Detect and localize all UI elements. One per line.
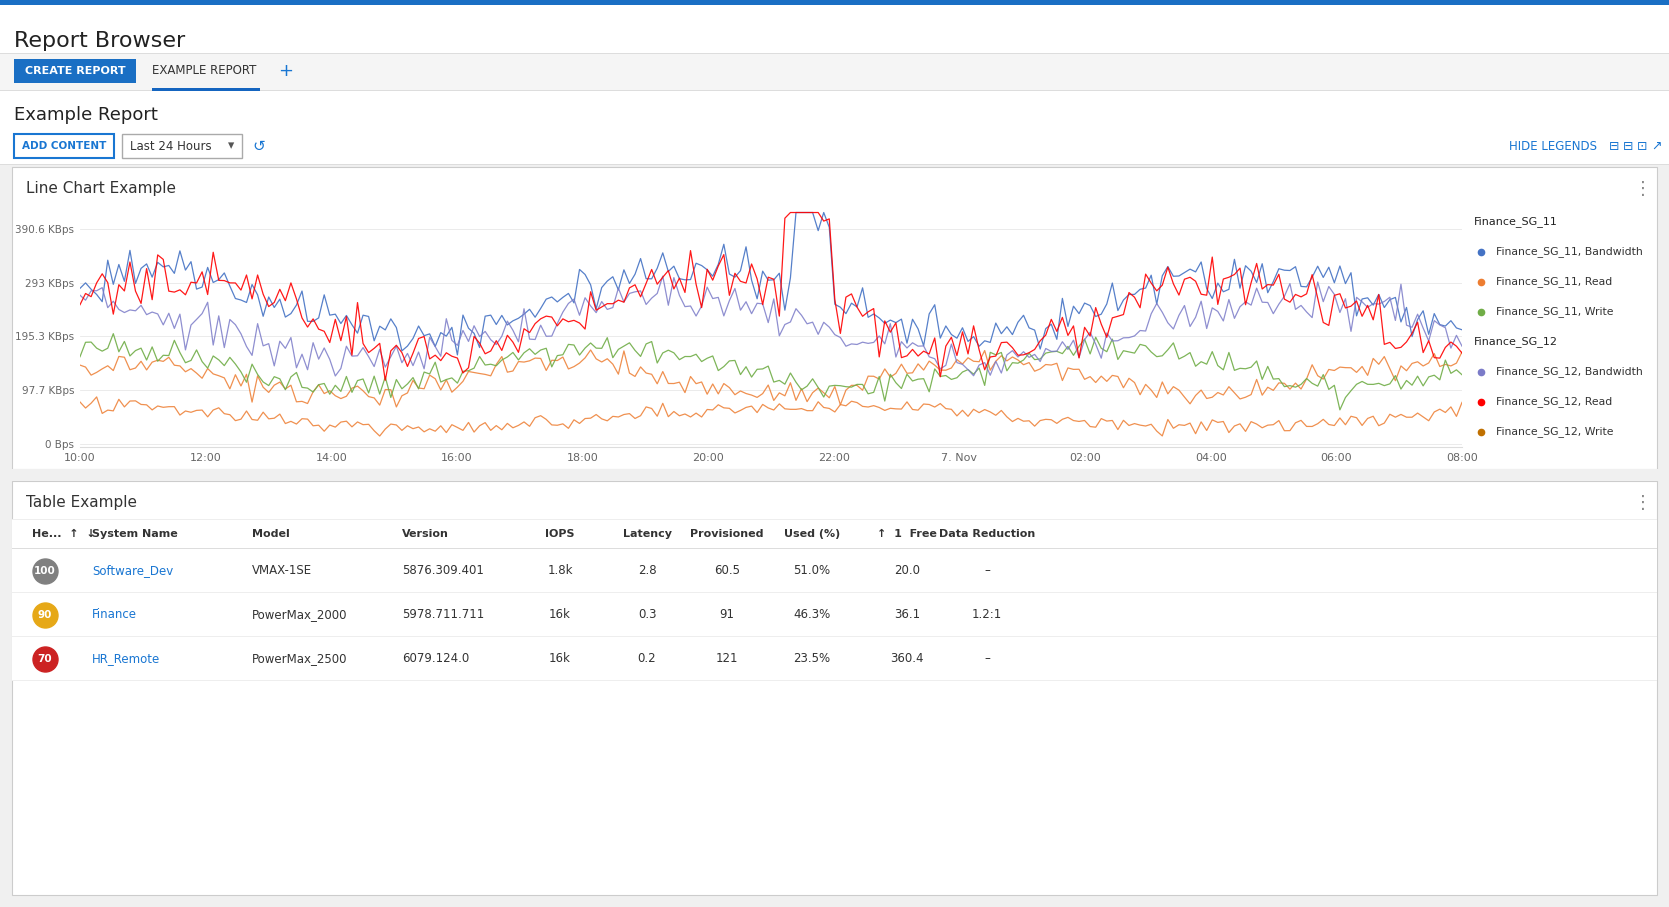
Text: Provisioned: Provisioned — [691, 529, 764, 539]
Text: PowerMax_2500: PowerMax_2500 — [252, 652, 347, 666]
Text: 90: 90 — [38, 610, 52, 620]
FancyBboxPatch shape — [12, 636, 1657, 637]
FancyBboxPatch shape — [12, 637, 1657, 681]
FancyBboxPatch shape — [0, 164, 1669, 165]
Text: Finance_SG_11, Write: Finance_SG_11, Write — [1495, 307, 1614, 317]
Text: 0.2: 0.2 — [638, 652, 656, 666]
FancyBboxPatch shape — [12, 680, 1657, 681]
Text: EXAMPLE REPORT: EXAMPLE REPORT — [152, 64, 257, 77]
Text: 36.1: 36.1 — [895, 609, 920, 621]
Text: He...  ↑  ↓: He... ↑ ↓ — [32, 529, 95, 539]
Text: 70: 70 — [38, 654, 52, 664]
FancyBboxPatch shape — [0, 469, 1669, 481]
FancyBboxPatch shape — [12, 592, 1657, 593]
Text: ⋮: ⋮ — [1634, 494, 1652, 512]
Text: HR_Remote: HR_Remote — [92, 652, 160, 666]
Text: +: + — [279, 62, 294, 80]
Text: –: – — [985, 652, 990, 666]
Text: Finance: Finance — [92, 609, 137, 621]
Text: Table Example: Table Example — [27, 495, 137, 511]
Text: ↗: ↗ — [1651, 140, 1662, 152]
Text: Used (%): Used (%) — [784, 529, 840, 539]
FancyBboxPatch shape — [152, 88, 260, 91]
FancyBboxPatch shape — [12, 167, 1657, 469]
FancyBboxPatch shape — [13, 59, 135, 83]
Text: Finance_SG_12: Finance_SG_12 — [1474, 336, 1559, 347]
Text: 100: 100 — [33, 566, 55, 576]
Text: 60.5: 60.5 — [714, 564, 739, 578]
Text: Latency: Latency — [623, 529, 671, 539]
Text: Finance_SG_11, Read: Finance_SG_11, Read — [1495, 277, 1612, 288]
FancyBboxPatch shape — [12, 549, 1657, 593]
Text: System Name: System Name — [92, 529, 179, 539]
FancyBboxPatch shape — [0, 5, 1669, 53]
Text: ⊟: ⊟ — [1622, 140, 1634, 152]
Text: 91: 91 — [719, 609, 734, 621]
FancyBboxPatch shape — [0, 53, 1669, 91]
Text: ▾: ▾ — [229, 140, 234, 152]
Text: Finance_SG_12, Write: Finance_SG_12, Write — [1495, 426, 1614, 437]
FancyBboxPatch shape — [122, 134, 242, 158]
Text: Finance_SG_11, Bandwidth: Finance_SG_11, Bandwidth — [1495, 247, 1642, 258]
Text: Finance_SG_12, Bandwidth: Finance_SG_12, Bandwidth — [1495, 366, 1642, 377]
FancyBboxPatch shape — [0, 127, 1669, 165]
Text: 51.0%: 51.0% — [793, 564, 831, 578]
FancyBboxPatch shape — [12, 519, 1657, 549]
FancyBboxPatch shape — [0, 53, 1669, 54]
Text: 1.8k: 1.8k — [547, 564, 572, 578]
Text: Data Reduction: Data Reduction — [940, 529, 1035, 539]
Text: 5876.309.401: 5876.309.401 — [402, 564, 484, 578]
Text: Line Chart Example: Line Chart Example — [27, 181, 175, 197]
Text: CREATE REPORT: CREATE REPORT — [25, 66, 125, 76]
FancyBboxPatch shape — [0, 91, 1669, 127]
Text: Software_Dev: Software_Dev — [92, 564, 174, 578]
Text: ↑  1  Free: ↑ 1 Free — [878, 529, 936, 539]
Text: VMAX-1SE: VMAX-1SE — [252, 564, 312, 578]
Text: ⊡: ⊡ — [1637, 140, 1647, 152]
Text: PowerMax_2000: PowerMax_2000 — [252, 609, 347, 621]
Text: 20.0: 20.0 — [895, 564, 920, 578]
Text: 23.5%: 23.5% — [793, 652, 831, 666]
Text: Example Report: Example Report — [13, 106, 159, 124]
Text: ⋮: ⋮ — [1634, 180, 1652, 198]
FancyBboxPatch shape — [13, 134, 113, 158]
Text: Report Browser: Report Browser — [13, 31, 185, 51]
FancyBboxPatch shape — [12, 519, 1657, 520]
Text: Last 24 Hours: Last 24 Hours — [130, 140, 212, 152]
FancyBboxPatch shape — [12, 548, 1657, 549]
Text: 0.3: 0.3 — [638, 609, 656, 621]
FancyBboxPatch shape — [12, 593, 1657, 637]
Text: Model: Model — [252, 529, 290, 539]
FancyBboxPatch shape — [0, 91, 1669, 907]
Text: IOPS: IOPS — [546, 529, 574, 539]
Text: ↺: ↺ — [252, 139, 265, 153]
Text: Version: Version — [402, 529, 449, 539]
FancyBboxPatch shape — [12, 481, 1657, 895]
FancyBboxPatch shape — [0, 90, 1669, 91]
Text: 46.3%: 46.3% — [793, 609, 831, 621]
FancyBboxPatch shape — [0, 0, 1669, 5]
Text: –: – — [985, 564, 990, 578]
Text: 6079.124.0: 6079.124.0 — [402, 652, 469, 666]
Text: ⊟: ⊟ — [1609, 140, 1619, 152]
Text: ADD CONTENT: ADD CONTENT — [22, 141, 107, 151]
Text: 16k: 16k — [549, 609, 571, 621]
Text: 16k: 16k — [549, 652, 571, 666]
Text: 360.4: 360.4 — [890, 652, 923, 666]
Text: 5978.711.711: 5978.711.711 — [402, 609, 484, 621]
Text: Finance_SG_11: Finance_SG_11 — [1474, 217, 1557, 228]
Text: 2.8: 2.8 — [638, 564, 656, 578]
Text: 121: 121 — [716, 652, 738, 666]
Text: 1.2:1: 1.2:1 — [971, 609, 1001, 621]
Text: Finance_SG_12, Read: Finance_SG_12, Read — [1495, 396, 1612, 407]
Text: HIDE LEGENDS: HIDE LEGENDS — [1509, 140, 1597, 152]
